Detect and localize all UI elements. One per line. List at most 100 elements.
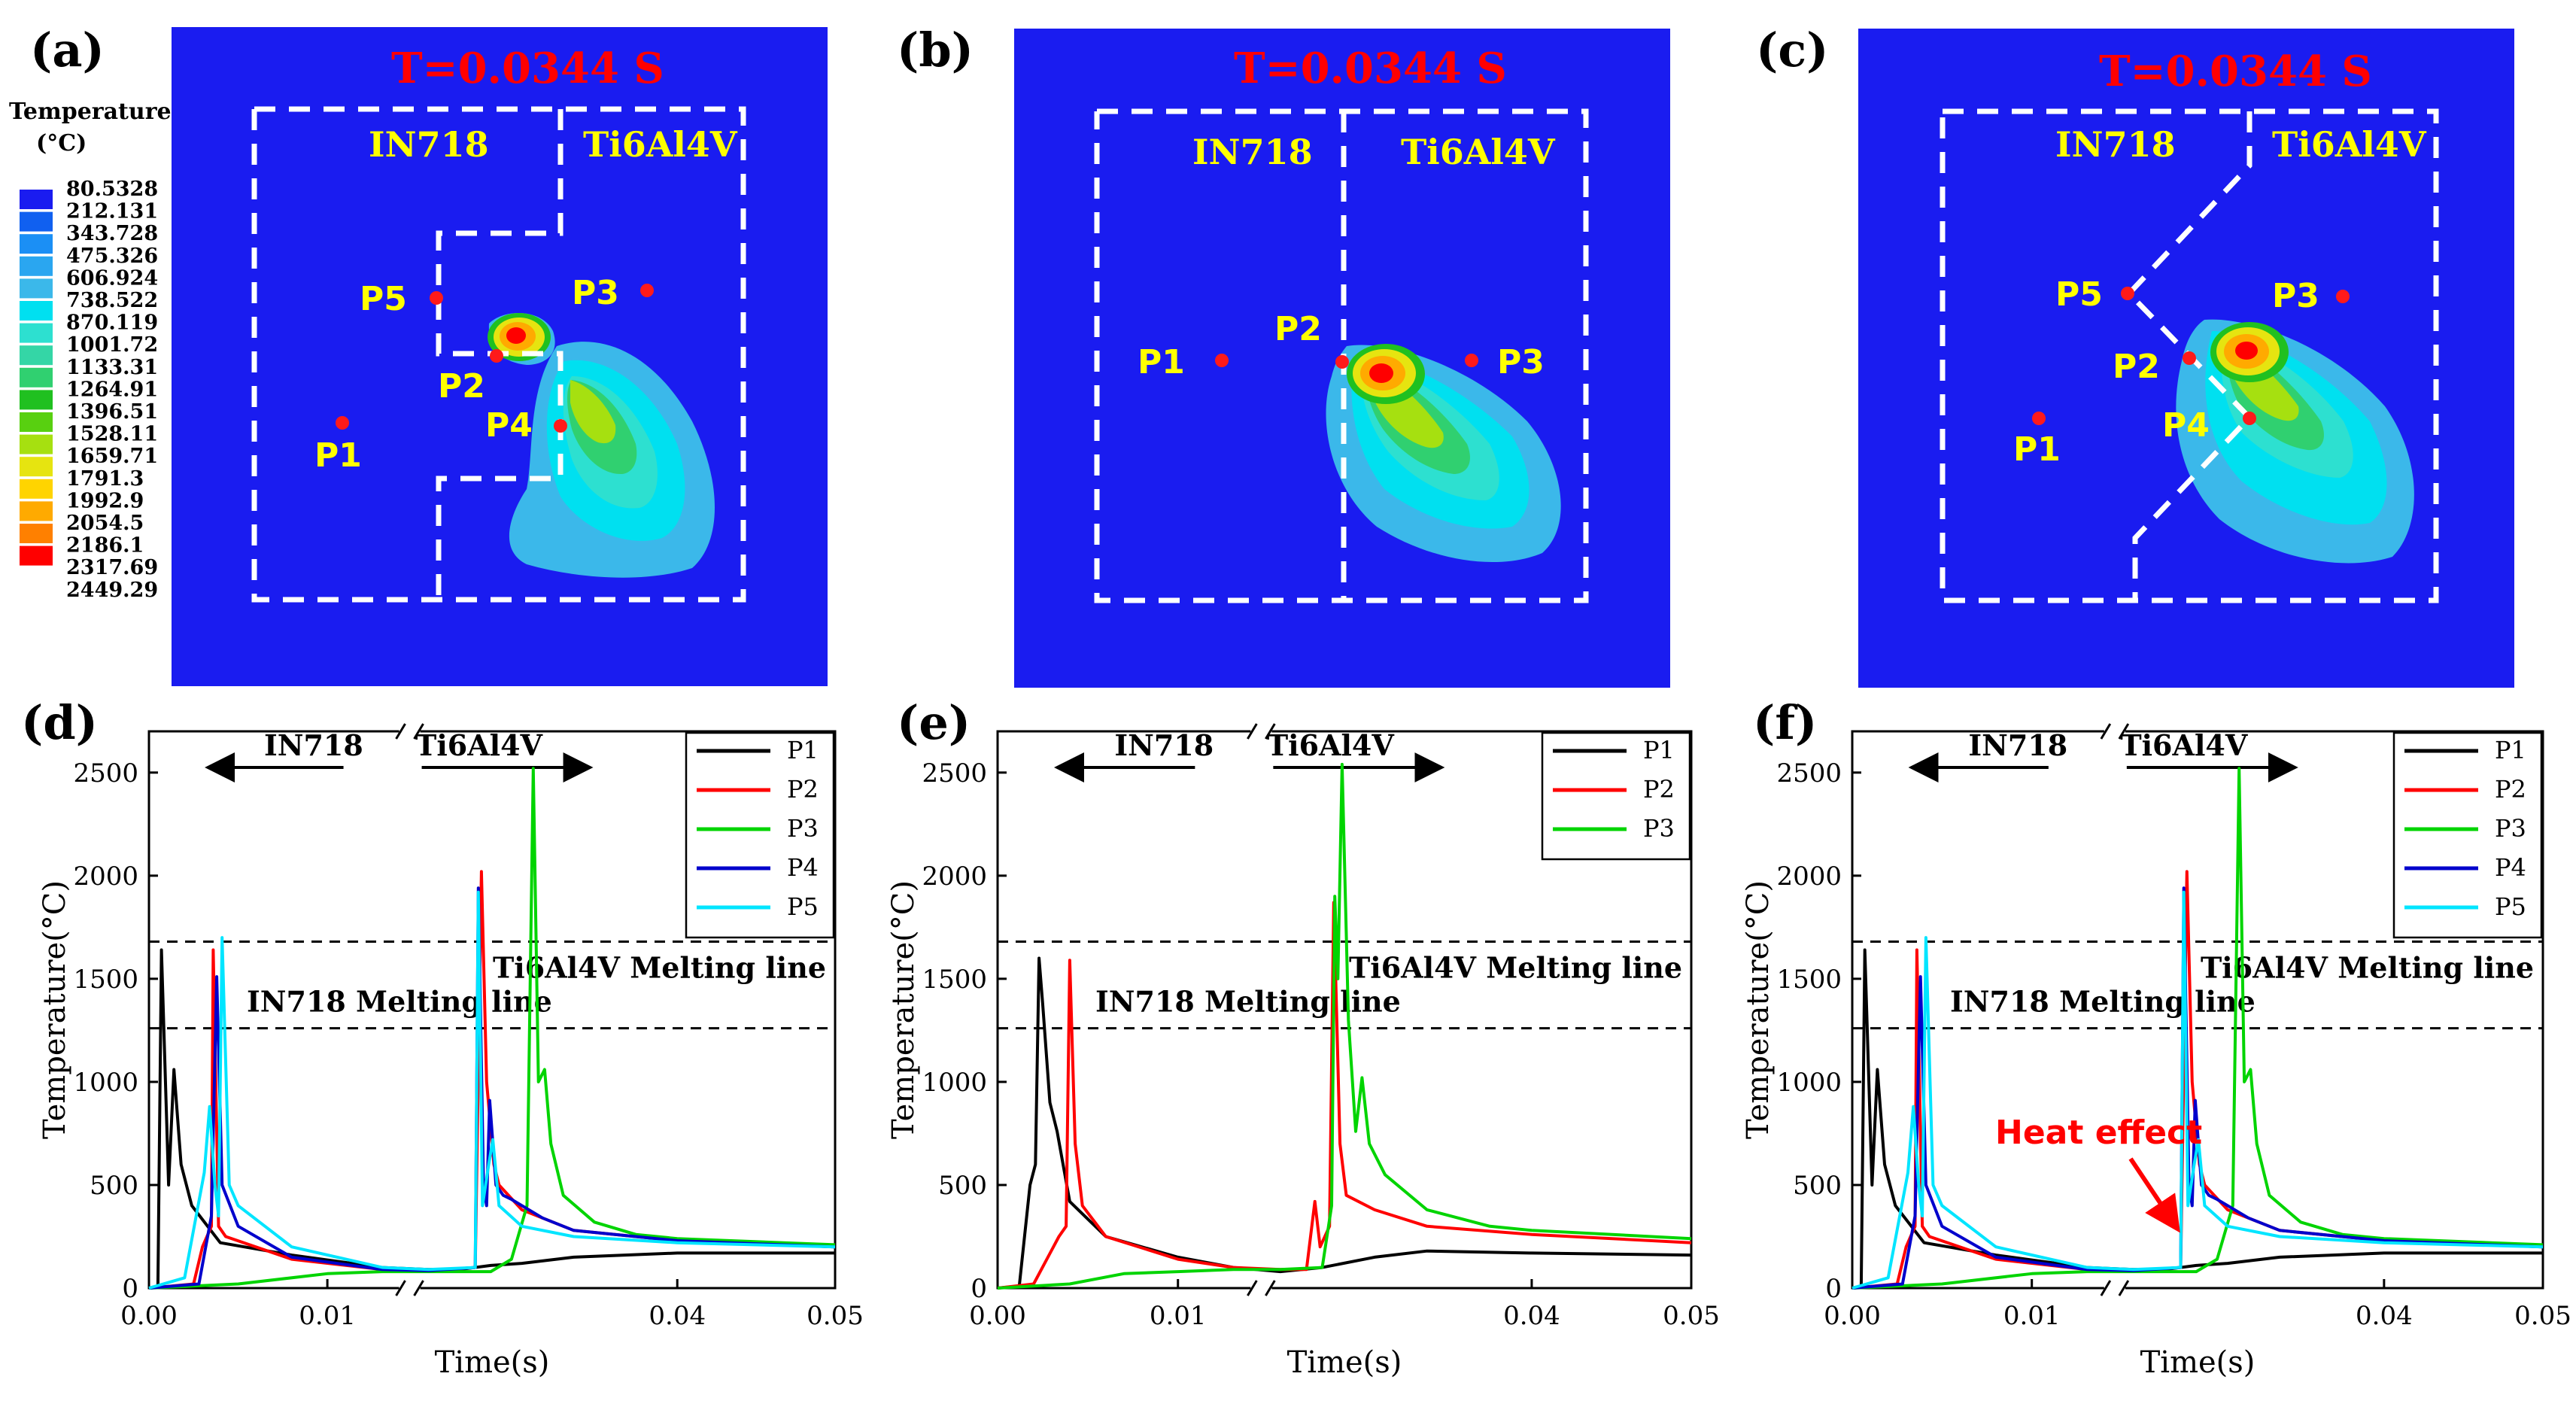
y-tick-label: 0 [122,1274,138,1304]
axis-break-top-gap [1250,727,1272,736]
probe-points: P1 P2 P3 [1138,310,1545,381]
x-tick-label: 0.04 [1503,1301,1560,1331]
panel-label: (f) [1753,695,1817,750]
region-label-left: IN718 [1968,728,2067,762]
melt-pool-contour [2176,319,2414,564]
colorbar-value: 80.5328 [66,178,158,201]
region-label-left: IN718 [264,728,363,762]
y-tick-label: 2000 [1776,861,1842,892]
label-ti6al4v: Ti6Al4V [2272,124,2427,165]
colorbar-value: 606.924 [66,266,158,290]
colorbar-swatch [20,190,53,209]
colorbar-title-line2: (°C) [36,130,87,156]
colorbar-value: 2317.69 [66,556,158,579]
probe-label-p1: P1 [1138,343,1185,381]
probe-dot-p4 [554,419,567,433]
axis-break-top-gap [2104,727,2125,736]
probe-dot-p3 [640,284,654,297]
probe-label-p3: P3 [1497,343,1545,381]
colorbar-swatch [20,211,53,232]
axis-break-top-gap [399,727,421,736]
probe-points: P1 P2 P3 P4 P5 [2013,275,2350,469]
probe-dot-p2 [1335,355,1349,369]
y-tick-label: 1000 [1776,1068,1842,1098]
legend-label-p3: P3 [1643,814,1675,843]
series-line-p4 [1852,886,2544,1290]
axis-break-mark [1265,723,1276,740]
time-label: T=0.0344 S [391,44,664,93]
probe-label-p5: P5 [2055,275,2103,314]
probe-label-p4: P4 [485,406,533,445]
axis-break-bottom-gap [1250,1284,1272,1293]
colorbar-value: 212.131 [66,200,158,223]
panel-label: (a) [30,23,105,77]
colorbar-title-line1: Temperature [9,99,172,125]
probe-label-p1: P1 [2013,430,2061,469]
melting-line-label: IN718 Melting line [1095,985,1401,1019]
probe-dot-p2 [2183,351,2196,365]
colorbar-value: 738.522 [66,289,158,312]
y-tick-label: 1000 [922,1068,987,1098]
y-axis-title: Temperature(°C) [1741,880,1776,1139]
series-line-p3 [1852,767,2544,1290]
region-boundary [251,106,746,603]
colorbar-value: 1396.51 [66,400,158,424]
colorbar-swatch [20,367,53,387]
x-tick-label: 0.05 [807,1301,864,1331]
axis-break-mark [2118,1280,2130,1296]
chart-panel-e: (e) 0 500 1000 1500 2000 2500 0.00 0.01 0.04 0.05 T… [886,695,1720,1380]
x-tick-label: 0.04 [649,1301,706,1331]
colorbar-value: 1528.11 [66,423,158,446]
colorbar-value: 1264.91 [66,378,158,401]
contour-panel-b: (b) T=0.0344 S IN718 Ti6Al4V P1 P2 P3 [897,23,1670,688]
series-line-p5 [1852,890,2544,1290]
x-axis-title: Time(s) [2140,1345,2256,1380]
x-tick-label: 0.01 [1150,1301,1207,1331]
colorbar-swatch [20,545,53,566]
series-line-p1 [1852,948,2543,1290]
probe-dot-p3 [2336,290,2350,303]
melting-line-label: Ti6Al4V Melting line [1349,951,1682,985]
colorbar-value: 2054.5 [66,512,144,535]
x-axis-title: Time(s) [1287,1345,1402,1380]
region-label-right: Ti6Al4V [415,728,544,762]
probe-dot-p5 [430,291,443,305]
colorbar-value: 2186.1 [66,534,144,558]
x-tick-label: 0.00 [969,1301,1026,1331]
colorbar-swatch [20,256,53,276]
colorbar-value: 1791.3 [66,467,144,491]
axis-break-mark [2100,723,2112,740]
axis-break-mark [413,1280,424,1296]
region-label-right: Ti6Al4V [1267,728,1396,762]
region-label-right: Ti6Al4V [2120,728,2249,762]
probe-dot-p2 [490,349,503,363]
axis-break-mark [1247,1280,1258,1296]
legend-label-p2: P2 [1643,775,1675,804]
melting-line-label: Ti6Al4V Melting line [2201,951,2534,985]
melt-pool-contour [1326,344,1561,563]
legend-label-p1: P1 [1643,736,1675,764]
axis-break-bottom-gap [2104,1284,2125,1293]
colorbar-value: 870.119 [66,311,158,335]
colorbar-value: 1133.31 [66,356,158,379]
y-tick-label: 500 [90,1171,138,1201]
y-tick-label: 2500 [922,758,987,789]
melting-line-label: IN718 Melting line [247,985,552,1019]
colorbar-swatch [20,323,53,343]
time-label: T=0.0344 S [2099,47,2372,96]
y-tick-label: 0 [1825,1274,1842,1304]
melting-line-label: Ti6Al4V Melting line [493,951,826,985]
axis-break-mark [1247,723,1258,740]
region-boundary [1940,108,2439,603]
probe-dot-p1 [2032,412,2046,425]
y-tick-label: 2000 [73,861,138,892]
legend-box [2392,731,2543,939]
legend-label-p5: P5 [787,892,819,921]
y-tick-label: 1500 [73,965,138,995]
y-tick-label: 1500 [1776,965,1842,995]
y-tick-label: 0 [971,1274,987,1304]
colorbar-swatch [20,301,53,321]
y-tick-label: 1000 [73,1068,138,1098]
series-line-p1 [997,956,1692,1290]
chart-panel-d: (d) 0 500 1000 1500 2000 2500 0.00 0.01 0.04 0.05 T… [21,695,864,1380]
